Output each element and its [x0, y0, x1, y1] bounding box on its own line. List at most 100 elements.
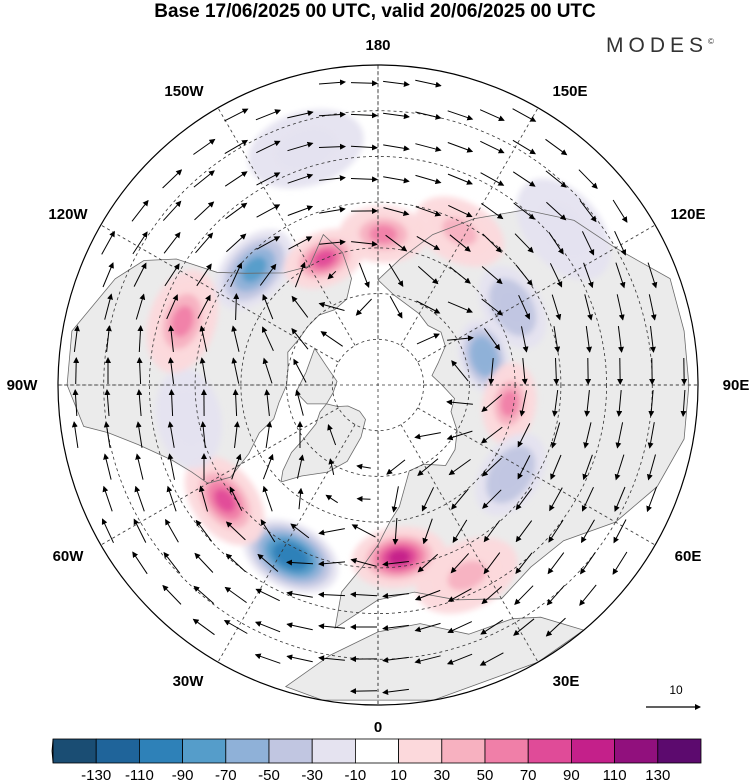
anomaly-contour [171, 305, 194, 338]
wind-vector [514, 585, 534, 606]
wind-vector [383, 144, 410, 152]
latitude-circle [331, 338, 425, 432]
wind-vector [224, 139, 249, 155]
wind-vector [225, 202, 248, 220]
colorbar-swatch [614, 738, 659, 764]
africa-land-coastline [284, 616, 585, 701]
wind-vector [583, 262, 594, 289]
wind-vector [447, 335, 474, 342]
wind-vector [450, 553, 470, 574]
wind-vector [350, 591, 378, 598]
anomaly-contour [447, 560, 487, 591]
wind-vector [256, 236, 281, 250]
wind-vector [195, 232, 214, 254]
wind-vector [162, 584, 182, 605]
wind-vector [382, 592, 409, 599]
wind-vector [135, 421, 143, 448]
wind-vector [199, 357, 207, 384]
longitude-label: 120E [670, 206, 705, 223]
wind-vector [616, 294, 625, 321]
colorbar-tick-label: -50 [258, 767, 280, 783]
wind-vector [327, 424, 337, 446]
wind-vector [103, 421, 111, 448]
wind-vector [382, 560, 409, 567]
north-america-land-coastline [66, 233, 352, 484]
wind-vector [166, 294, 179, 320]
wind-vector [72, 389, 79, 417]
wind-vector [318, 591, 346, 598]
wind-vector [648, 294, 657, 321]
colorbar-swatch [268, 738, 313, 764]
north-america-land [67, 234, 352, 484]
wind-vector [286, 654, 313, 663]
wind-vector [136, 389, 143, 417]
anomaly-contour [500, 390, 519, 417]
colorbar-swatch [441, 738, 486, 764]
wind-vector [417, 553, 439, 573]
africa-land [285, 617, 584, 701]
wind-vector [135, 293, 146, 320]
wind-vector [132, 231, 148, 255]
wind-vector [290, 523, 310, 539]
wind-vector [327, 270, 337, 280]
wind-vector [294, 261, 306, 288]
wind-vector [479, 652, 504, 666]
anomaly-contour [279, 547, 302, 565]
wind-vector [286, 590, 313, 598]
anomaly-contour [387, 549, 411, 566]
wind-vector [318, 655, 345, 662]
wind-vector [262, 357, 273, 384]
wind-vector [481, 394, 503, 413]
wind-vector [481, 586, 503, 605]
wind-vector [265, 421, 273, 448]
wind-vector [233, 293, 240, 321]
colorbar-swatch [354, 738, 399, 764]
wind-vector [550, 454, 562, 480]
colorbar-tick-label: 130 [645, 767, 670, 783]
wind-vector [515, 552, 533, 574]
wind-vector [297, 487, 304, 510]
wind-vector [414, 589, 441, 601]
wind-vector [193, 138, 216, 155]
wind-vector [613, 519, 627, 544]
longitude-label: 180 [365, 37, 390, 54]
wind-vector [416, 300, 441, 314]
wind-vector [451, 488, 469, 510]
wind-vector [382, 656, 409, 663]
wind-vector [451, 360, 469, 382]
wind-vector [318, 623, 345, 630]
wind-vector [449, 266, 471, 284]
anomaly-contour [274, 127, 337, 171]
wind-vector [225, 553, 246, 573]
wind-vector [167, 421, 175, 448]
wind-vector [286, 622, 313, 631]
colorbar-tick-label: -110 [125, 767, 154, 783]
wind-vector [649, 326, 656, 353]
wind-vector [383, 80, 410, 87]
wind-vector [386, 459, 406, 475]
wind-vector [104, 293, 113, 320]
anomaly-cell [475, 433, 546, 516]
greenland-land-coastline [280, 403, 366, 483]
latitude-circle [194, 201, 562, 569]
wind-vector [483, 328, 501, 351]
wind-vector [582, 454, 593, 481]
anomaly-contour [496, 458, 525, 491]
wind-vector [646, 454, 656, 481]
wind-vector [545, 617, 566, 637]
colorbar-tick-label: 10 [390, 767, 407, 783]
modes-logo-text: MODES [606, 34, 709, 57]
colorbar-swatch [527, 738, 572, 764]
wind-vector [515, 488, 533, 511]
wind-vector [231, 325, 240, 352]
anomaly-cell [184, 455, 265, 546]
wind-vector [617, 326, 624, 353]
colorbar-tick-label: 70 [520, 767, 537, 783]
wind-vector [131, 199, 149, 222]
graticule [58, 65, 698, 705]
wind-vector [416, 235, 441, 251]
anomaly-contour [475, 344, 493, 369]
arctic-islands-land [296, 348, 337, 404]
wind-vector [584, 390, 591, 417]
wind-vector [328, 458, 335, 476]
